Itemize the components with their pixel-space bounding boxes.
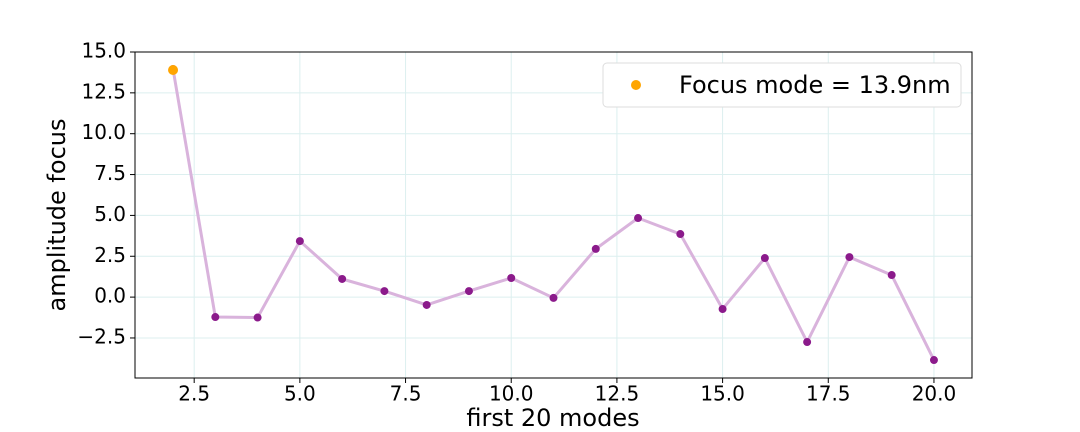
point <box>338 274 347 283</box>
x-tick-label: 12.5 <box>595 382 640 406</box>
point <box>887 271 896 280</box>
y-tick-label: 2.5 <box>94 243 126 267</box>
x-tick-label: 2.5 <box>178 382 210 406</box>
point <box>929 356 938 365</box>
highlight-point <box>168 64 179 75</box>
point <box>253 313 262 322</box>
point <box>634 214 643 223</box>
x-tick-label: 10.0 <box>489 382 534 406</box>
point <box>549 293 558 302</box>
point <box>591 244 600 253</box>
y-tick-label: 12.5 <box>81 79 126 103</box>
y-tick-label: 15.0 <box>81 39 126 63</box>
x-tick-label: 15.0 <box>700 382 745 406</box>
y-tick-label: −2.5 <box>77 324 126 348</box>
point <box>845 253 854 262</box>
x-tick-label: 20.0 <box>912 382 957 406</box>
x-tick-label: 7.5 <box>390 382 422 406</box>
x-axis-label: first 20 modes <box>466 404 639 432</box>
point <box>422 300 431 309</box>
point <box>718 305 727 314</box>
y-tick-label: 10.0 <box>81 120 126 144</box>
y-tick-label: 7.5 <box>94 161 126 185</box>
series-line <box>171 68 936 361</box>
point <box>464 287 473 296</box>
legend-label: Focus mode = 13.9nm <box>679 71 951 99</box>
point <box>211 313 220 322</box>
point <box>803 338 812 347</box>
x-tick-label: 17.5 <box>806 382 851 406</box>
point <box>760 254 769 263</box>
x-tick-label: 5.0 <box>284 382 316 406</box>
point <box>295 237 304 246</box>
point <box>380 287 389 296</box>
legend-box <box>602 62 962 108</box>
y-tick-label: 0.0 <box>94 284 126 308</box>
y-axis-label: amplitude focus <box>43 119 71 312</box>
legend-marker <box>631 80 641 90</box>
point <box>676 230 685 239</box>
y-tick-label: 5.0 <box>94 202 126 226</box>
plot-frame <box>134 51 973 379</box>
point <box>507 273 516 282</box>
